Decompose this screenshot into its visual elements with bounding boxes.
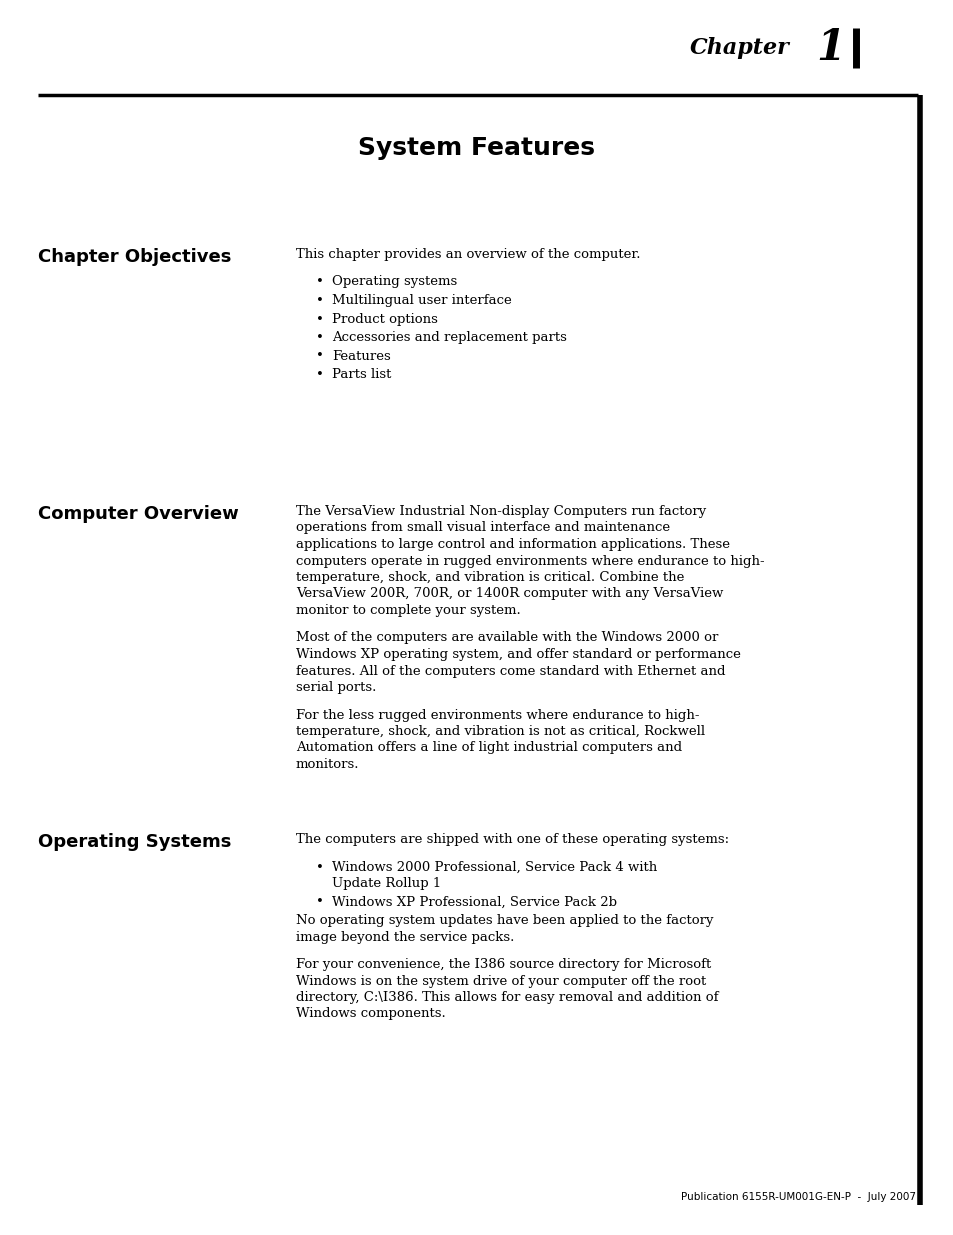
Text: •: • <box>315 331 323 345</box>
Text: Automation offers a line of light industrial computers and: Automation offers a line of light indust… <box>295 741 681 755</box>
Text: Windows is on the system drive of your computer off the root: Windows is on the system drive of your c… <box>295 974 705 988</box>
Text: The computers are shipped with one of these operating systems:: The computers are shipped with one of th… <box>295 832 728 846</box>
Text: This chapter provides an overview of the computer.: This chapter provides an overview of the… <box>295 248 639 261</box>
Text: temperature, shock, and vibration is not as critical, Rockwell: temperature, shock, and vibration is not… <box>295 725 704 739</box>
Text: •: • <box>315 895 323 909</box>
Text: VersaView 200R, 700R, or 1400R computer with any VersaView: VersaView 200R, 700R, or 1400R computer … <box>295 588 722 600</box>
Text: Update Rollup 1: Update Rollup 1 <box>332 877 441 890</box>
Text: image beyond the service packs.: image beyond the service packs. <box>295 930 514 944</box>
Text: Operating systems: Operating systems <box>332 275 456 289</box>
Text: Most of the computers are available with the Windows 2000 or: Most of the computers are available with… <box>295 631 718 645</box>
Text: Multilingual user interface: Multilingual user interface <box>332 294 511 308</box>
Text: •: • <box>315 861 323 873</box>
Text: Windows 2000 Professional, Service Pack 4 with: Windows 2000 Professional, Service Pack … <box>332 861 657 873</box>
Text: System Features: System Features <box>358 136 595 161</box>
Text: Operating Systems: Operating Systems <box>38 832 232 851</box>
Text: •: • <box>315 368 323 382</box>
Text: directory, C:\I386. This allows for easy removal and addition of: directory, C:\I386. This allows for easy… <box>295 990 718 1004</box>
Text: Chapter: Chapter <box>689 37 789 59</box>
Text: computers operate in rugged environments where endurance to high-: computers operate in rugged environments… <box>295 555 763 568</box>
Text: The VersaView Industrial Non-display Computers run factory: The VersaView Industrial Non-display Com… <box>295 505 705 517</box>
Text: Windows XP operating system, and offer standard or performance: Windows XP operating system, and offer s… <box>295 648 740 661</box>
Text: Features: Features <box>332 350 391 363</box>
Text: monitor to complete your system.: monitor to complete your system. <box>295 604 520 618</box>
Text: •: • <box>315 275 323 289</box>
Text: •: • <box>315 312 323 326</box>
Text: •: • <box>315 294 323 308</box>
Text: For the less rugged environments where endurance to high-: For the less rugged environments where e… <box>295 709 699 721</box>
Text: Chapter Objectives: Chapter Objectives <box>38 248 232 266</box>
Text: Windows XP Professional, Service Pack 2b: Windows XP Professional, Service Pack 2b <box>332 895 617 909</box>
Text: Windows components.: Windows components. <box>295 1008 445 1020</box>
Text: monitors.: monitors. <box>295 758 359 771</box>
Text: Computer Overview: Computer Overview <box>38 505 238 522</box>
Text: 1: 1 <box>815 27 844 69</box>
Text: Product options: Product options <box>332 312 437 326</box>
Text: Publication 6155R-UM001G-EN-P  -  July 2007: Publication 6155R-UM001G-EN-P - July 200… <box>680 1192 915 1202</box>
Text: •: • <box>315 350 323 363</box>
Text: No operating system updates have been applied to the factory: No operating system updates have been ap… <box>295 914 713 927</box>
Text: operations from small visual interface and maintenance: operations from small visual interface a… <box>295 521 669 535</box>
Text: Parts list: Parts list <box>332 368 391 382</box>
Text: Accessories and replacement parts: Accessories and replacement parts <box>332 331 566 345</box>
Text: serial ports.: serial ports. <box>295 680 376 694</box>
Text: applications to large control and information applications. These: applications to large control and inform… <box>295 538 729 551</box>
Text: For your convenience, the I386 source directory for Microsoft: For your convenience, the I386 source di… <box>295 958 711 971</box>
Text: features. All of the computers come standard with Ethernet and: features. All of the computers come stan… <box>295 664 724 678</box>
Text: temperature, shock, and vibration is critical. Combine the: temperature, shock, and vibration is cri… <box>295 571 683 584</box>
